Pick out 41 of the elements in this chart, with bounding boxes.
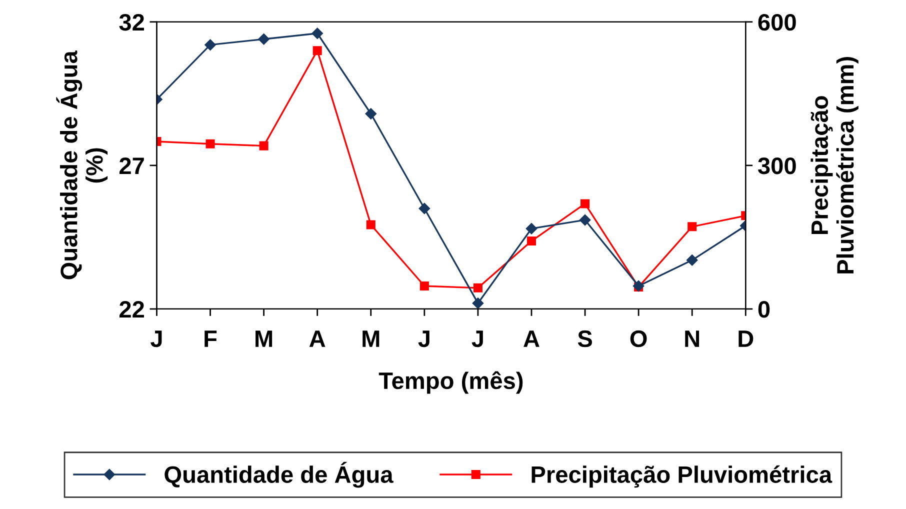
point	[259, 141, 268, 150]
x-tick-label: O	[630, 330, 647, 348]
point	[526, 222, 538, 234]
point	[365, 108, 376, 120]
legend-label: Quantidade de Água	[164, 462, 394, 488]
point	[420, 281, 429, 291]
point	[204, 39, 216, 50]
point	[312, 28, 323, 39]
x-tick-label: A	[524, 330, 540, 347]
x-tick-label: J	[472, 330, 483, 348]
point	[686, 254, 698, 266]
legend-label: Precipitação Pluviométrica	[532, 465, 832, 488]
point	[580, 199, 590, 208]
x-tick-label: A	[309, 330, 326, 347]
x-axis-title: Tempo (mês)	[378, 371, 523, 394]
y-tick-label: 27	[119, 157, 144, 174]
y-tick-label: 32	[119, 14, 144, 31]
x-tick-label: F	[204, 330, 217, 347]
point	[579, 214, 591, 226]
y-axis-title: Quantidade de Água (%)	[56, 50, 108, 280]
point	[526, 236, 536, 246]
x-tick-label: M	[362, 330, 380, 347]
point	[312, 46, 322, 56]
point	[206, 139, 215, 148]
y2-tick-label: 0	[758, 301, 770, 318]
y2-tick-label: 300	[758, 157, 796, 174]
point	[258, 34, 270, 45]
point	[472, 298, 484, 309]
point	[418, 202, 430, 214]
x-tick-label: J	[418, 330, 430, 348]
y-tick-label: 22	[119, 301, 144, 318]
x-tick-label: D	[738, 330, 754, 347]
x-tick-label: J	[150, 330, 162, 348]
y2-axis-title: Precipitação Pluviométrica (mm)	[810, 57, 858, 274]
x-tick-label: M	[256, 330, 272, 347]
point	[473, 283, 482, 292]
point	[688, 222, 697, 232]
point	[366, 220, 376, 230]
x-tick-label: S	[578, 330, 592, 348]
x-tick-label: N	[685, 330, 700, 347]
y2-tick-label: 600	[758, 14, 796, 31]
